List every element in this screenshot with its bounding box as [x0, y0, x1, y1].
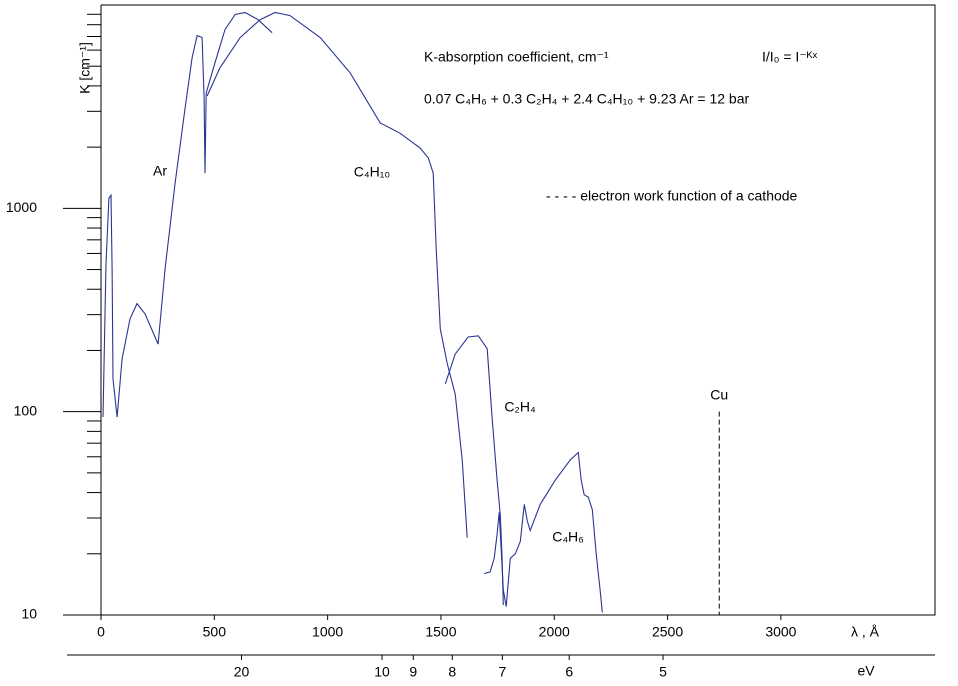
series-label: C₄H₁₀	[354, 164, 391, 180]
x2-tick-label: 5	[659, 664, 667, 680]
x2-tick-label: 8	[448, 664, 456, 680]
x2-tick-label: 20	[234, 664, 250, 680]
x-tick-label: 1500	[425, 624, 456, 640]
x-axis-label: λ , Å	[851, 624, 880, 640]
series-label: C₂H₄	[504, 399, 536, 415]
x-tick-label: 1000	[312, 624, 343, 640]
annotation-title: K-absorption coefficient, cm⁻¹	[424, 49, 609, 65]
annotation-dashed: - - - - electron work function of a cath…	[546, 188, 798, 204]
y-tick-label: 100	[14, 402, 38, 418]
series-line	[102, 11, 273, 418]
series-label: Ar	[153, 163, 167, 179]
y-tick-label: 10	[21, 606, 37, 622]
annotation-law: I/I₀ = I⁻ᴷˣ	[762, 49, 818, 65]
series-line	[206, 11, 468, 538]
x2-axis-label: eV	[857, 663, 875, 679]
series-line	[484, 451, 603, 613]
x-tick-label: 3000	[765, 624, 796, 640]
x-tick-label: 2500	[652, 624, 683, 640]
x-tick-label: 500	[203, 624, 227, 640]
series-label: C₄H₆	[552, 529, 584, 545]
annotation-mixture: 0.07 C₄H₆ + 0.3 C₂H₄ + 2.4 C₄H₁₀ + 9.23 …	[424, 91, 749, 107]
x-tick-label: 0	[97, 624, 105, 640]
x2-tick-label: 6	[565, 664, 573, 680]
x2-tick-label: 7	[498, 664, 506, 680]
series-line	[444, 335, 504, 606]
x2-tick-label: 10	[374, 664, 390, 680]
y-tick-label: 1000	[6, 199, 37, 215]
x2-tick-label: 9	[409, 664, 417, 680]
y-axis-label: K [cm⁻¹]	[77, 42, 93, 94]
cu-label: Cu	[710, 386, 728, 402]
x-tick-label: 2000	[539, 624, 570, 640]
